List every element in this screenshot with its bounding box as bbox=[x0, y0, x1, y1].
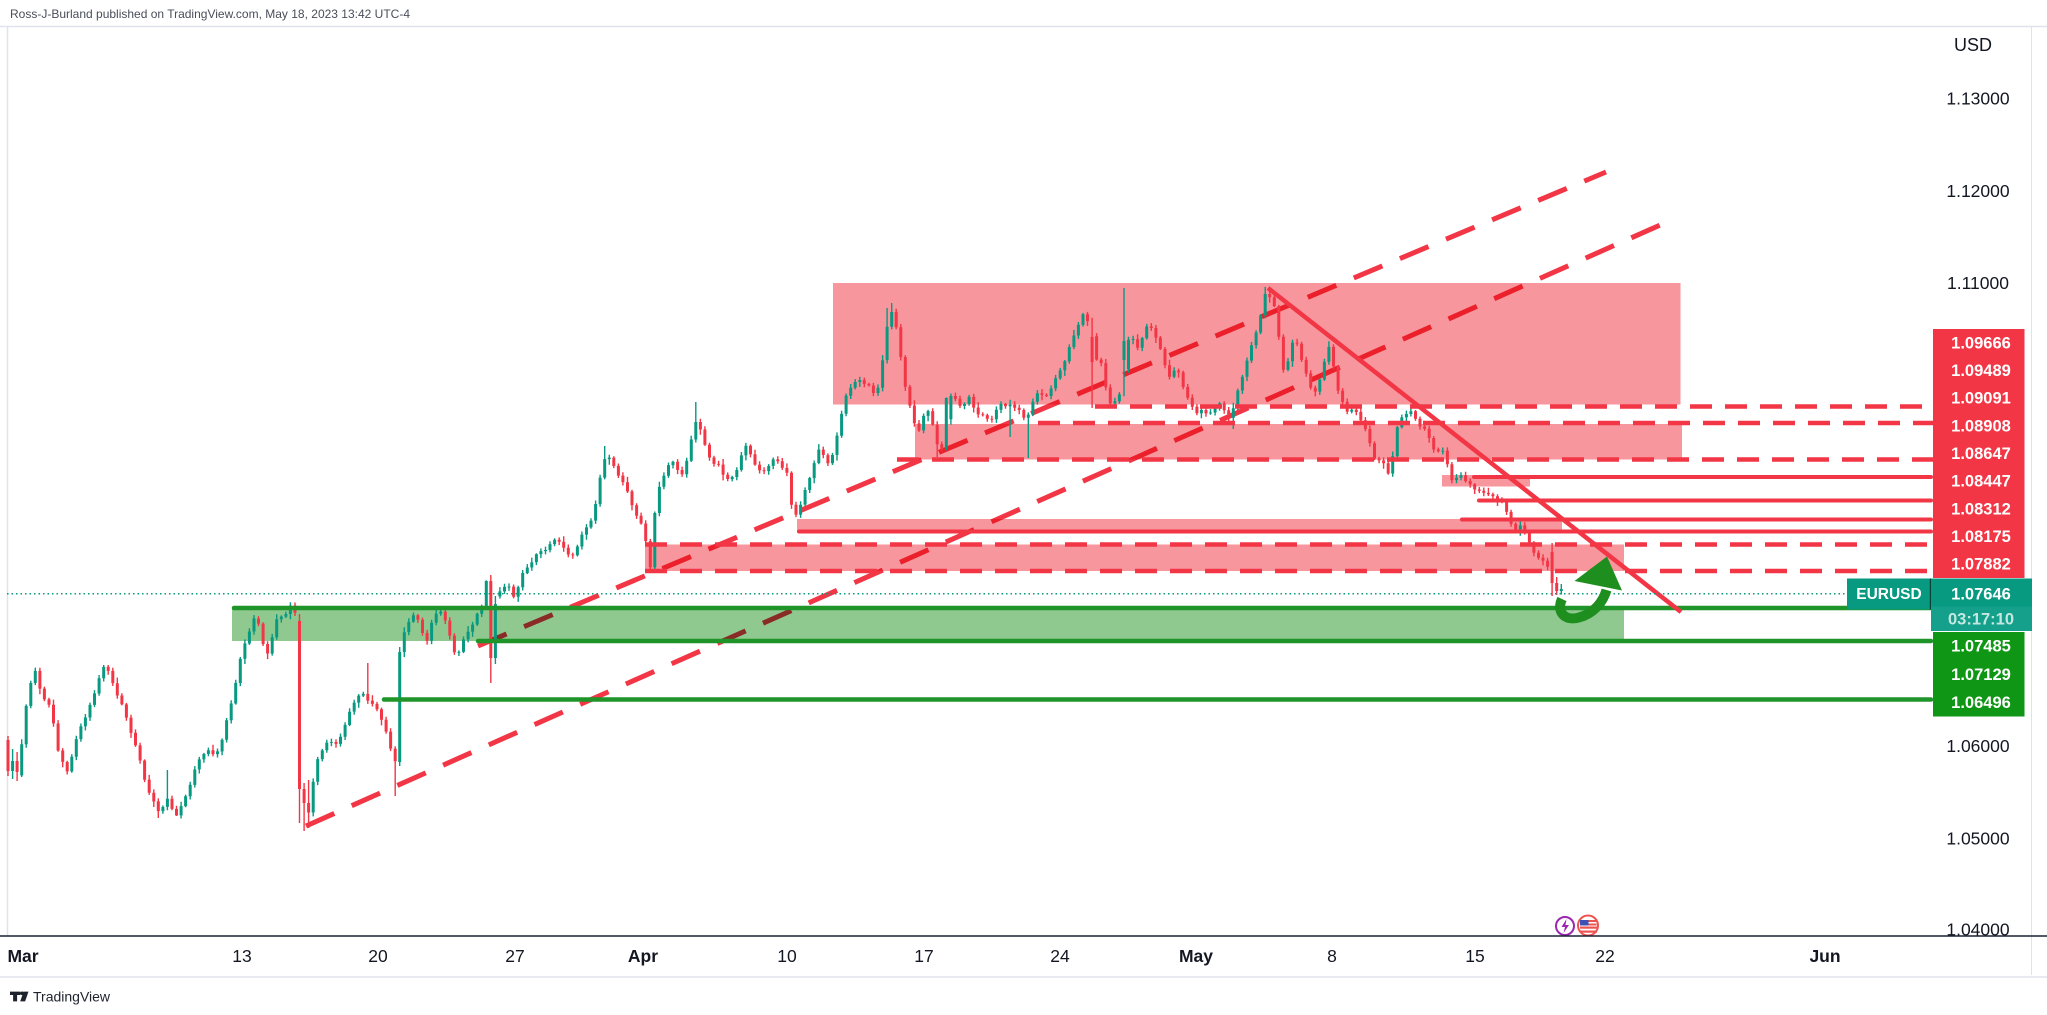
svg-text:1.07882: 1.07882 bbox=[1951, 556, 2011, 574]
svg-text:1.06496: 1.06496 bbox=[1951, 694, 2011, 712]
svg-text:EURUSD: EURUSD bbox=[1856, 586, 1921, 603]
svg-text:Ross-J-Burland published on Tr: Ross-J-Burland published on TradingView.… bbox=[10, 7, 410, 21]
svg-text:Mar: Mar bbox=[7, 946, 38, 966]
svg-text:22: 22 bbox=[1595, 946, 1614, 966]
svg-text:24: 24 bbox=[1050, 946, 1070, 966]
svg-text:20: 20 bbox=[368, 946, 388, 966]
svg-text:1.09489: 1.09489 bbox=[1951, 362, 2011, 380]
svg-text:TradingView: TradingView bbox=[33, 989, 111, 1005]
svg-text:8: 8 bbox=[1327, 946, 1337, 966]
svg-text:1.07485: 1.07485 bbox=[1951, 638, 2011, 656]
svg-text:03:17:10: 03:17:10 bbox=[1948, 611, 2014, 629]
svg-text:Jun: Jun bbox=[1809, 946, 1840, 966]
svg-text:May: May bbox=[1179, 946, 1213, 966]
svg-text:1.07129: 1.07129 bbox=[1951, 666, 2011, 684]
svg-text:1.09666: 1.09666 bbox=[1951, 334, 2011, 352]
svg-text:1.11000: 1.11000 bbox=[1947, 273, 2009, 293]
svg-text:1.05000: 1.05000 bbox=[1946, 828, 2010, 848]
svg-text:1.08647: 1.08647 bbox=[1951, 445, 2011, 463]
svg-text:1.12000: 1.12000 bbox=[1946, 181, 2010, 201]
svg-text:1.07646: 1.07646 bbox=[1951, 586, 2011, 604]
svg-text:1.04000: 1.04000 bbox=[1946, 920, 2010, 940]
svg-text:1.08447: 1.08447 bbox=[1951, 473, 2011, 491]
svg-text:1.06000: 1.06000 bbox=[1946, 736, 2010, 756]
svg-text:1.08908: 1.08908 bbox=[1951, 417, 2011, 435]
svg-text:Apr: Apr bbox=[628, 946, 658, 966]
svg-text:1.08312: 1.08312 bbox=[1951, 500, 2011, 518]
svg-text:13: 13 bbox=[232, 946, 251, 966]
svg-text:15: 15 bbox=[1465, 946, 1484, 966]
svg-text:27: 27 bbox=[505, 946, 524, 966]
svg-text:USD: USD bbox=[1954, 35, 1992, 55]
svg-text:17: 17 bbox=[914, 946, 933, 966]
svg-text:1.13000: 1.13000 bbox=[1946, 88, 2010, 108]
svg-text:1.08175: 1.08175 bbox=[1951, 528, 2011, 546]
svg-text:1.09091: 1.09091 bbox=[1951, 390, 2011, 408]
svg-text:10: 10 bbox=[777, 946, 797, 966]
